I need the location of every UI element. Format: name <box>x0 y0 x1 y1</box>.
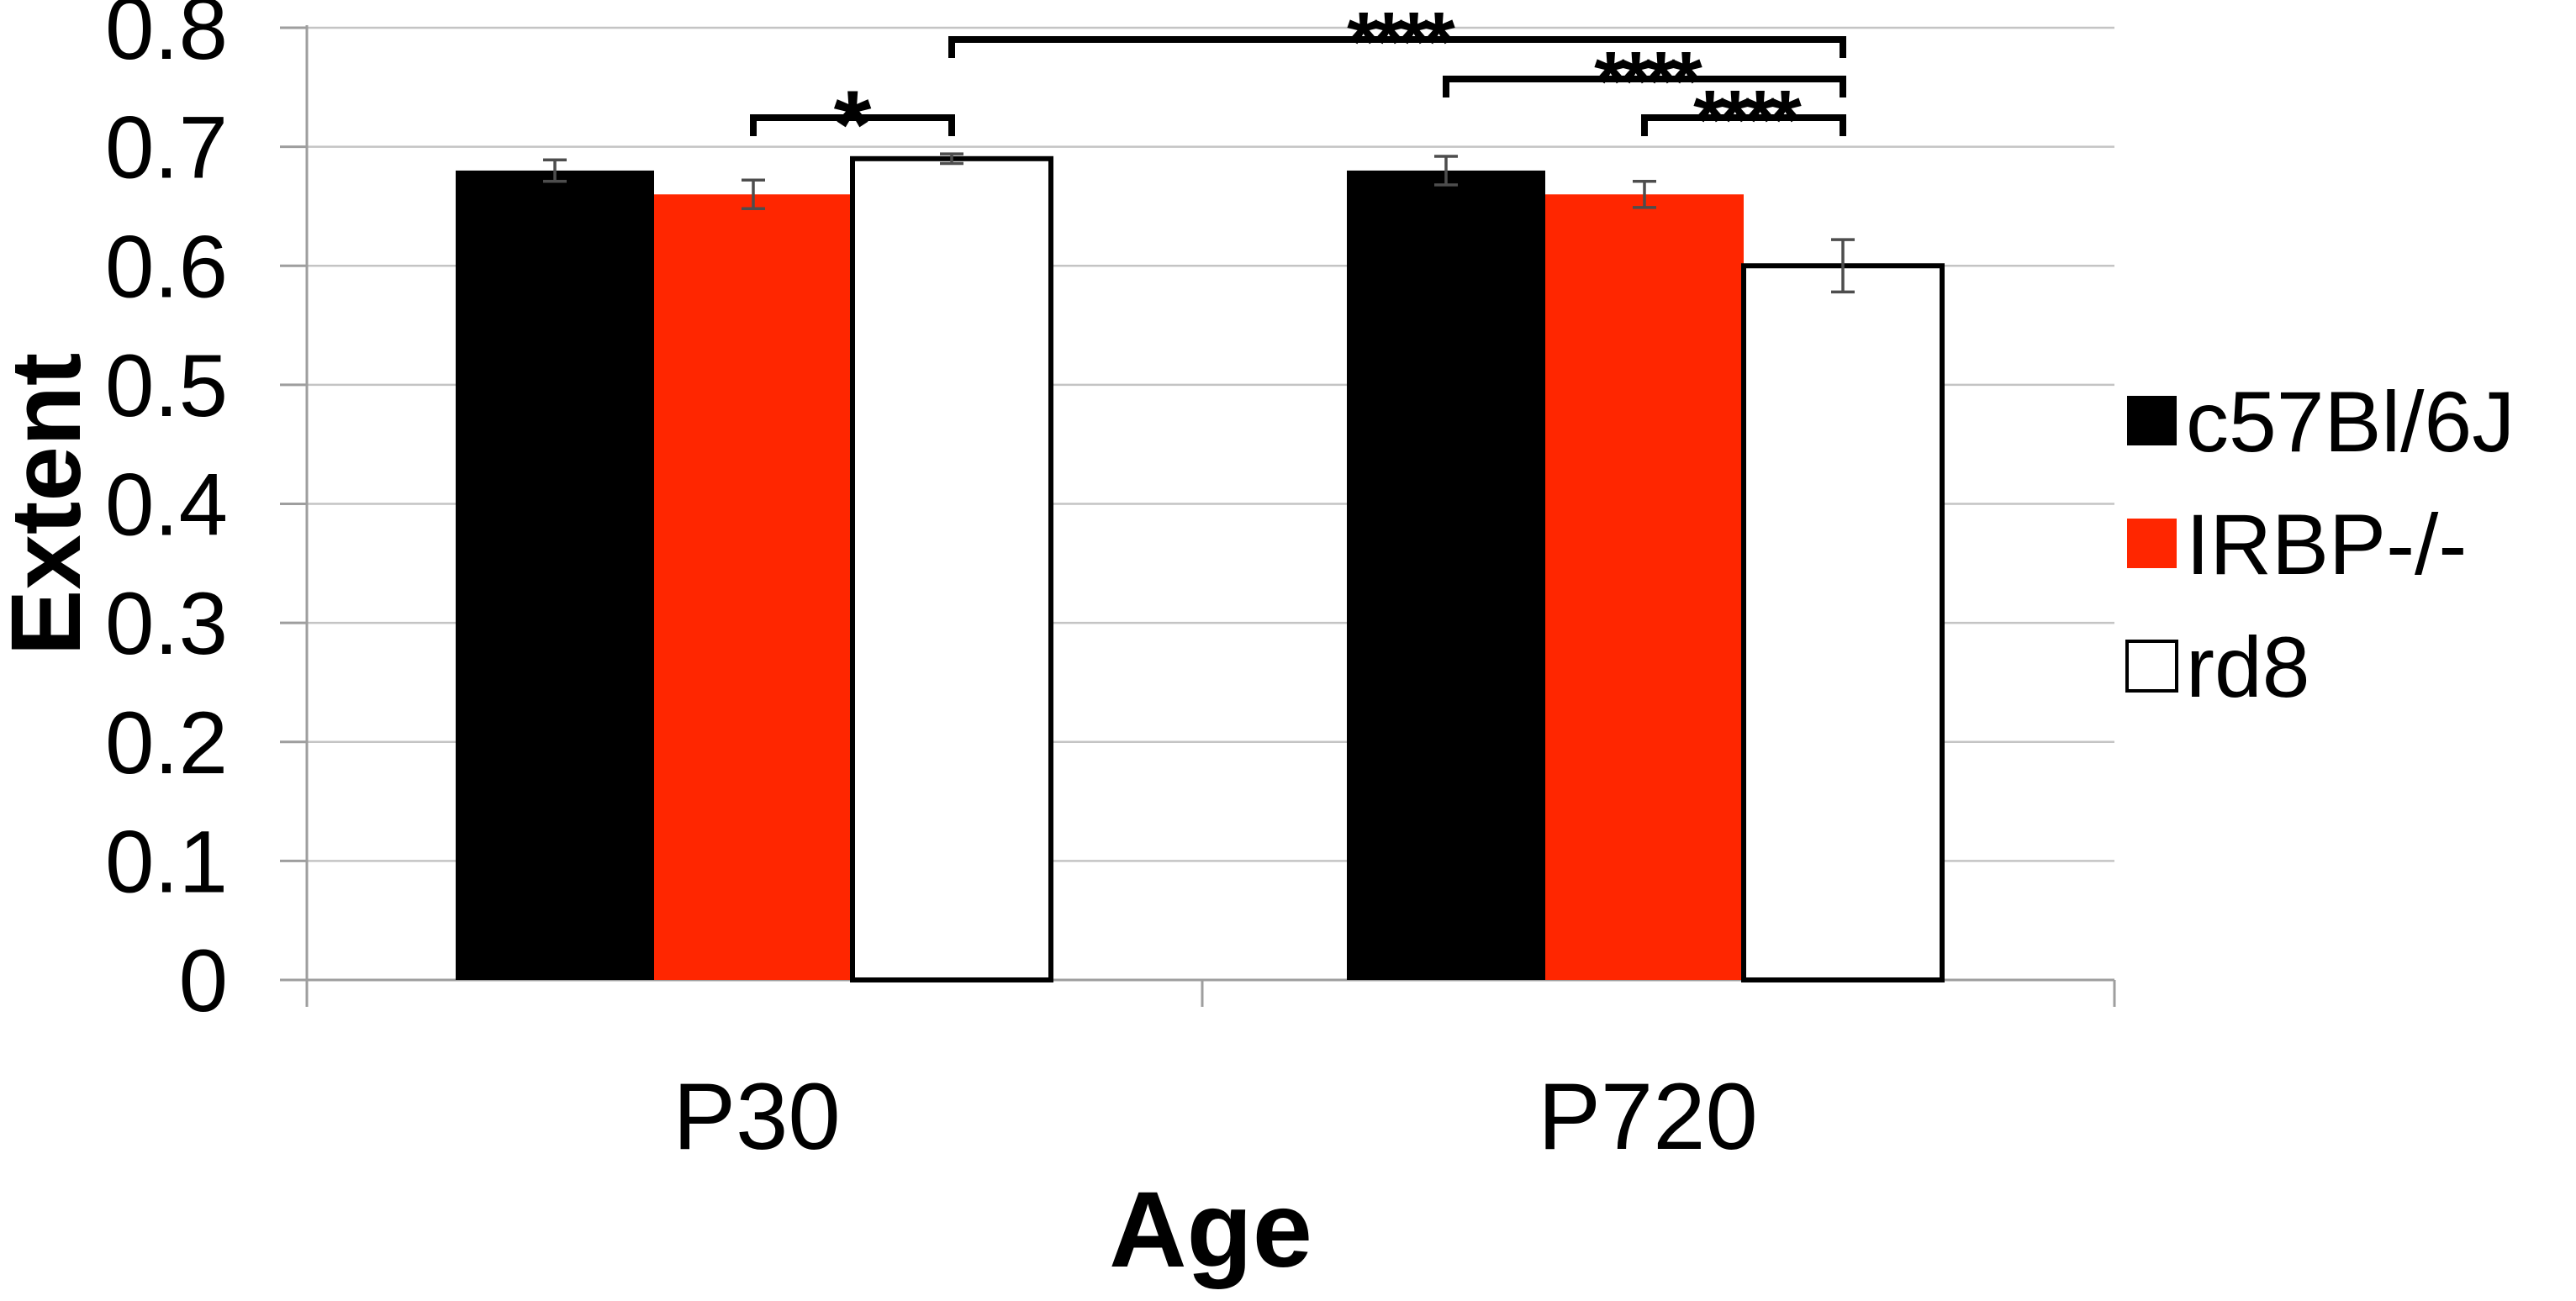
legend: c57Bl/6J IRBP-/- rd8 <box>2125 374 2515 715</box>
legend-label-rd8: rd8 <box>2186 619 2309 715</box>
y-tick-label-0: 0 <box>179 932 228 1030</box>
category-labels: P30 P720 <box>673 1064 1757 1169</box>
bar-p720-c57bl-6j <box>1347 170 1545 980</box>
y-tick-label-0-3: 0.3 <box>105 575 228 673</box>
bracket-2 <box>948 36 1846 58</box>
legend-swatch-rd8 <box>2125 640 2178 693</box>
legend-swatch-irbp <box>2127 519 2177 568</box>
y-axis-title: Extent <box>0 353 102 656</box>
bar-p30-irbp <box>654 194 853 980</box>
y-tick-labels: 0 0.1 0.2 0.3 0.4 0.5 0.6 0.7 0.8 <box>105 0 228 1030</box>
significance-brackets: ***** ******** <box>750 0 1846 179</box>
bracket-label-2: **** <box>1347 0 1455 89</box>
y-tick-label-0-6: 0.6 <box>105 218 228 316</box>
legend-label-c57bl-6j: c57Bl/6J <box>2186 374 2515 470</box>
legend-label-irbp: IRBP-/- <box>2186 497 2467 593</box>
x-category-label-p30: P30 <box>673 1064 840 1169</box>
y-tick-label-0-4: 0.4 <box>105 456 228 555</box>
bracket-4 <box>1641 114 1846 136</box>
x-category-label-p720: P720 <box>1538 1064 1758 1169</box>
legend-swatch-c57bl-6j <box>2127 396 2177 445</box>
bar-p30-rd8 <box>850 155 1053 983</box>
bars-group <box>456 155 1945 983</box>
bar-p720-irbp <box>1545 194 1744 980</box>
bar-p30-c57bl-6j <box>456 170 654 980</box>
y-tick-label-0-8: 0.8 <box>105 0 228 78</box>
bracket-label-4: **** <box>1693 73 1802 167</box>
error-bars <box>543 152 1855 294</box>
bracket-1 <box>750 114 955 136</box>
bracket-3 <box>1443 76 1846 97</box>
y-tick-label-0-7: 0.7 <box>105 99 228 198</box>
y-tick-label-0-1: 0.1 <box>105 813 228 911</box>
bracket-label-1: * <box>834 71 872 179</box>
bar-p720-rd8 <box>1741 263 1945 982</box>
y-tick-label-0-2: 0.2 <box>105 694 228 793</box>
y-tick-label-0-5: 0.5 <box>105 337 228 435</box>
bracket-label-3: **** <box>1594 34 1702 129</box>
x-axis-title: Age <box>1109 1170 1312 1290</box>
